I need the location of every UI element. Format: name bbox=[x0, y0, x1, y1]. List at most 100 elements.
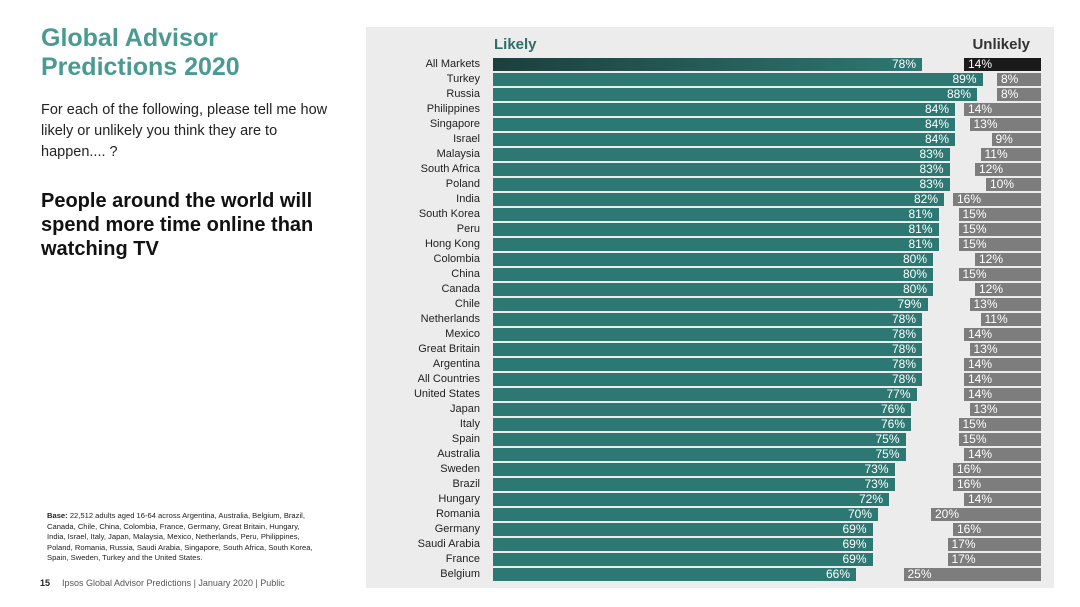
category-label: Colombia bbox=[433, 253, 480, 265]
category-label: Turkey bbox=[446, 73, 480, 85]
slide-title: Global Advisor Predictions 2020 bbox=[41, 24, 240, 81]
unlikely-bar: 13% bbox=[969, 343, 1041, 356]
unlikely-bar: 13% bbox=[969, 403, 1041, 416]
likely-bar: 76% bbox=[493, 418, 911, 431]
likely-bar: 69% bbox=[493, 523, 873, 536]
likely-bar: 80% bbox=[493, 253, 933, 266]
base-text: 22,512 adults aged 16-64 across Argentin… bbox=[47, 511, 313, 563]
likely-bar: 66% bbox=[493, 568, 856, 581]
unlikely-bar: 14% bbox=[964, 388, 1041, 401]
unlikely-bar: 16% bbox=[953, 193, 1041, 206]
base-label: Base: bbox=[47, 511, 68, 520]
footer: 15 Ipsos Global Advisor Predictions | Jan… bbox=[40, 578, 285, 588]
unlikely-bar: 25% bbox=[903, 568, 1041, 581]
category-label: United States bbox=[413, 388, 480, 400]
category-label: Italy bbox=[459, 418, 480, 430]
category-label: Sweden bbox=[440, 463, 480, 475]
unlikely-bar: 14% bbox=[964, 493, 1041, 506]
unlikely-bar: 15% bbox=[958, 268, 1041, 281]
unlikely-bar: 17% bbox=[947, 553, 1041, 566]
likely-bar: 78% bbox=[493, 373, 922, 386]
likely-bar: 69% bbox=[493, 553, 873, 566]
category-label: Hong Kong bbox=[424, 238, 480, 250]
category-label: Brazil bbox=[452, 478, 480, 490]
category-label: All Markets bbox=[425, 58, 480, 70]
category-label: China bbox=[451, 268, 480, 280]
likely-bar: 80% bbox=[493, 283, 933, 296]
likely-bar: 69% bbox=[493, 538, 873, 551]
likely-bar: 73% bbox=[493, 478, 895, 491]
question-text: For each of the following, please tell m… bbox=[41, 102, 328, 160]
likely-bar: 89% bbox=[493, 73, 983, 86]
likely-bar: 73% bbox=[493, 463, 895, 476]
unlikely-bar: 8% bbox=[997, 73, 1041, 86]
unlikely-bar: 16% bbox=[953, 523, 1041, 536]
unlikely-bar: 15% bbox=[958, 238, 1041, 251]
unlikely-bar: 14% bbox=[964, 448, 1041, 461]
category-label: Russia bbox=[446, 88, 480, 100]
likely-bar: 81% bbox=[493, 238, 939, 251]
likely-bar: 84% bbox=[493, 118, 955, 131]
unlikely-bar: 15% bbox=[958, 223, 1041, 236]
unlikely-bar: 14% bbox=[964, 58, 1041, 71]
category-label: Israel bbox=[453, 133, 480, 145]
likely-bar: 78% bbox=[493, 313, 922, 326]
statement-text: People around the world will spend more … bbox=[41, 190, 314, 260]
unlikely-bar: 12% bbox=[975, 283, 1041, 296]
category-label: Spain bbox=[451, 433, 480, 445]
category-label: Mexico bbox=[445, 328, 480, 340]
unlikely-bar: 16% bbox=[953, 463, 1041, 476]
likely-bar: 76% bbox=[493, 403, 911, 416]
unlikely-bar: 14% bbox=[964, 358, 1041, 371]
category-label: India bbox=[456, 193, 480, 205]
unlikely-bar: 11% bbox=[980, 148, 1041, 161]
footer-text: Ipsos Global Advisor Predictions | Janua… bbox=[62, 578, 285, 588]
category-label: Poland bbox=[445, 178, 480, 190]
likely-bar: 83% bbox=[493, 148, 950, 161]
category-label: Chile bbox=[454, 298, 480, 310]
unlikely-bar: 14% bbox=[964, 373, 1041, 386]
likely-bar: 78% bbox=[493, 343, 922, 356]
unlikely-bar: 10% bbox=[986, 178, 1041, 191]
likely-bar: 84% bbox=[493, 133, 955, 146]
category-label: Romania bbox=[435, 508, 480, 520]
base-note: Base: 22,512 adults aged 16-64 across Ar… bbox=[47, 511, 317, 564]
unlikely-header: Unlikely bbox=[972, 36, 1030, 53]
unlikely-bar: 13% bbox=[969, 298, 1041, 311]
likely-bar: 83% bbox=[493, 178, 950, 191]
unlikely-bar: 14% bbox=[964, 328, 1041, 341]
category-label: Hungary bbox=[438, 493, 480, 505]
unlikely-bar: 9% bbox=[991, 133, 1041, 146]
likely-bar: 78% bbox=[493, 58, 922, 71]
category-label: Canada bbox=[441, 283, 480, 295]
likely-bar: 79% bbox=[493, 298, 928, 311]
chart-panel: Likely Unlikely All Markets 78% 14% Turkey 8… bbox=[366, 27, 1054, 588]
category-label: South Korea bbox=[418, 208, 480, 220]
unlikely-bar: 15% bbox=[958, 208, 1041, 221]
category-label: France bbox=[445, 553, 480, 565]
unlikely-bar: 8% bbox=[997, 88, 1041, 101]
page-number: 15 bbox=[40, 578, 51, 588]
unlikely-bar: 17% bbox=[947, 538, 1041, 551]
unlikely-bar: 11% bbox=[980, 313, 1041, 326]
likely-bar: 70% bbox=[493, 508, 878, 521]
unlikely-bar: 16% bbox=[953, 478, 1041, 491]
category-label: Great Britain bbox=[418, 343, 480, 355]
likely-bar: 78% bbox=[493, 358, 922, 371]
likely-bar: 81% bbox=[493, 223, 939, 236]
unlikely-bar: 12% bbox=[975, 163, 1041, 176]
unlikely-bar: 12% bbox=[975, 253, 1041, 266]
category-label: Netherlands bbox=[420, 313, 480, 325]
category-label: Singapore bbox=[429, 118, 480, 130]
likely-bar: 83% bbox=[493, 163, 950, 176]
category-label: Japan bbox=[450, 403, 480, 415]
category-label: Germany bbox=[434, 523, 480, 535]
likely-bar: 75% bbox=[493, 433, 906, 446]
unlikely-bar: 15% bbox=[958, 418, 1041, 431]
likely-header: Likely bbox=[494, 36, 537, 53]
unlikely-bar: 20% bbox=[931, 508, 1041, 521]
category-label: Malaysia bbox=[436, 148, 480, 160]
category-label: Australia bbox=[437, 448, 480, 460]
category-label: South Africa bbox=[420, 163, 480, 175]
likely-bar: 82% bbox=[493, 193, 944, 206]
